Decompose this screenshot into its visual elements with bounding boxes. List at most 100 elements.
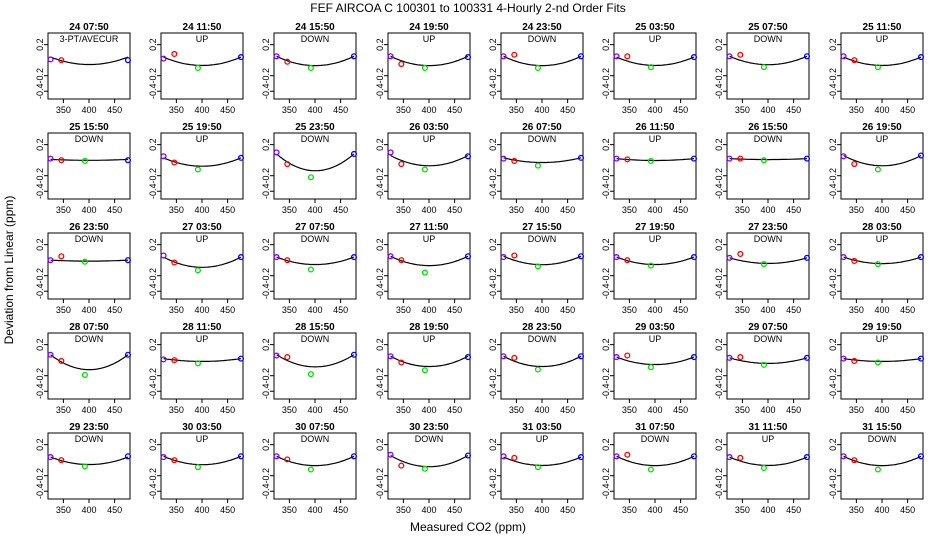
x-tick-label: 400: [81, 205, 96, 215]
data-point: [58, 357, 65, 365]
y-tick-label: -0.4: [148, 283, 158, 299]
x-tick-label: 450: [900, 205, 915, 215]
panel-subtitle: UP: [876, 334, 889, 344]
data-point: [500, 453, 507, 460]
panel-title: 31 11:50: [749, 422, 788, 433]
panel-title: 25 23:50: [295, 122, 335, 133]
data-point: [624, 451, 631, 458]
y-tick-label: -0.4: [601, 283, 611, 299]
data-point: [647, 64, 654, 71]
data-point: [690, 155, 697, 162]
x-tick-label: 400: [421, 405, 436, 415]
data-point: [464, 452, 472, 459]
panel: 24 07:503-PT/AVECUR 350 400 450 -0.4-0.2 0.2: [35, 22, 131, 115]
y-tick-label: 0.2: [488, 438, 498, 451]
y-tick-label: -0.4: [714, 83, 724, 99]
y-tick-label: 0.2: [828, 38, 838, 51]
fit-curve: [503, 355, 582, 368]
x-tick-label: 400: [421, 305, 436, 315]
data-point: [726, 454, 733, 461]
data-point: [737, 51, 744, 58]
data-point: [874, 466, 881, 473]
data-point: [500, 53, 507, 60]
x-tick-label: 450: [673, 305, 688, 315]
y-tick-label: -0.2: [488, 168, 498, 184]
data-point: [917, 152, 924, 159]
data-point: [917, 254, 924, 261]
x-tick-label: 350: [509, 205, 524, 215]
data-point: [613, 254, 620, 261]
panel-title: 28 23:50: [522, 322, 562, 333]
panel-title: 27 19:50: [635, 222, 675, 233]
panel-subtitle: DOWN: [301, 334, 330, 344]
data-point: [803, 53, 810, 60]
y-tick-label: 0.2: [148, 238, 158, 251]
data-point: [171, 159, 178, 166]
x-tick-label: 350: [735, 205, 750, 215]
panel-subtitle: DOWN: [528, 34, 557, 44]
x-tick-label: 350: [622, 305, 637, 315]
y-tick-label: 0.2: [714, 338, 724, 351]
data-point: [726, 53, 733, 60]
data-point: [350, 53, 358, 60]
data-point: [273, 53, 280, 60]
x-tick-label: 350: [849, 205, 864, 215]
panel-subtitle: UP: [196, 334, 209, 344]
data-point: [464, 153, 472, 160]
panel-title: 28 03:50: [862, 222, 902, 233]
y-tick-label: 0.2: [261, 238, 271, 251]
y-tick-label: -0.2: [261, 268, 271, 284]
y-tick-label: -0.2: [828, 68, 838, 84]
data-point: [840, 355, 847, 362]
data-point: [284, 58, 291, 65]
y-tick-label: -0.4: [375, 83, 385, 99]
y-tick-label: -0.2: [714, 368, 724, 384]
x-tick-label: 400: [647, 305, 662, 315]
panel-subtitle: DOWN: [301, 134, 330, 144]
x-tick-label: 450: [220, 205, 235, 215]
y-axis-label: Deviation from Linear (ppm): [2, 196, 16, 345]
panel-subtitle: UP: [649, 334, 662, 344]
panel-subtitle: DOWN: [301, 234, 330, 244]
data-point: [160, 252, 167, 259]
y-tick-label: 0.2: [148, 338, 158, 351]
x-tick-label: 350: [396, 205, 411, 215]
data-point: [284, 456, 291, 463]
data-point: [647, 364, 654, 371]
data-point: [840, 453, 847, 460]
data-point: [160, 153, 167, 160]
x-tick-label: 350: [282, 505, 297, 515]
data-point: [803, 254, 810, 261]
x-tick-label: 450: [673, 405, 688, 415]
data-point: [284, 354, 291, 361]
data-point: [760, 261, 767, 268]
x-tick-label: 450: [673, 205, 688, 215]
panel-title: 27 03:50: [182, 222, 222, 233]
panel-subtitle: DOWN: [301, 34, 330, 44]
x-tick-label: 350: [56, 505, 71, 515]
y-tick-label: 0.2: [714, 138, 724, 151]
panel-subtitle: UP: [423, 34, 436, 44]
data-point: [387, 53, 394, 60]
y-tick-label: -0.2: [601, 168, 611, 184]
x-tick-label: 350: [169, 105, 184, 115]
data-point: [237, 453, 245, 460]
x-tick-label: 450: [900, 405, 915, 415]
panel-subtitle: UP: [196, 234, 209, 244]
y-tick-label: 0.2: [601, 238, 611, 251]
y-tick-label: -0.4: [488, 183, 498, 199]
data-point: [194, 360, 201, 367]
y-tick-label: -0.4: [828, 283, 838, 299]
data-point: [760, 64, 767, 71]
y-tick-label: -0.4: [714, 383, 724, 399]
y-tick-label: -0.4: [35, 183, 45, 199]
panel-title: 29 07:50: [748, 322, 788, 333]
y-tick-label: 0.2: [601, 38, 611, 51]
fit-curve: [729, 456, 808, 467]
x-tick-label: 400: [534, 205, 549, 215]
data-point: [690, 254, 697, 261]
x-tick-label: 400: [874, 505, 889, 515]
x-tick-label: 450: [107, 205, 122, 215]
